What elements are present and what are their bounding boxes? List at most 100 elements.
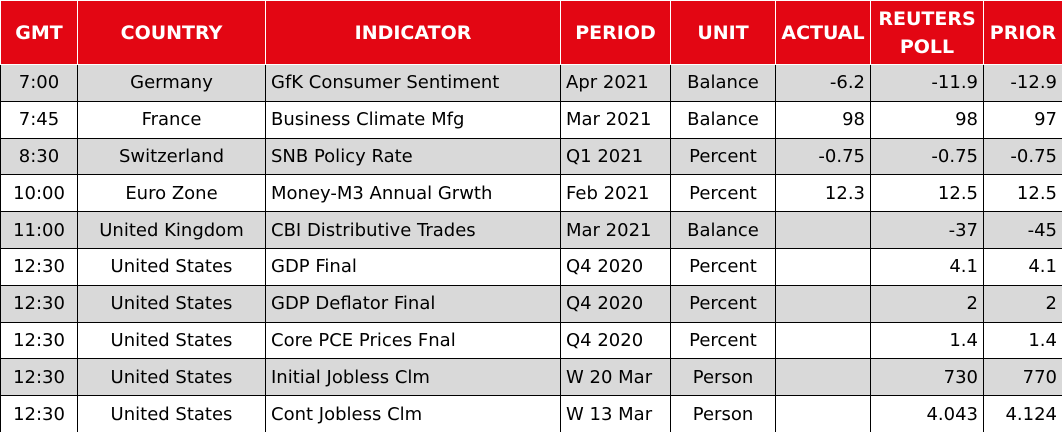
indicator-cell: GDP Deflator Final bbox=[265, 284, 561, 323]
period-cell: W 13 Mar bbox=[560, 395, 671, 432]
prior-cell: 97 bbox=[983, 100, 1062, 139]
column-header: GMT bbox=[0, 0, 78, 65]
unit-cell: Balance bbox=[670, 100, 776, 139]
prior-cell: 12.5 bbox=[983, 174, 1062, 213]
table-row: 7:45 France Business Climate Mfg Mar 2021 Ba… bbox=[0, 100, 1062, 139]
country-cell: Euro Zone bbox=[77, 174, 266, 213]
table-row: 7:00 Germany GfK Consumer Sentiment Apr 202… bbox=[0, 64, 1062, 102]
indicator-cell: Money-M3 Annual Grwth bbox=[265, 174, 561, 213]
prior-cell: 4.124 bbox=[983, 395, 1062, 432]
prior-cell: 770 bbox=[983, 358, 1062, 397]
prior-cell: 4.1 bbox=[983, 247, 1062, 286]
period-cell: W 20 Mar bbox=[560, 358, 671, 397]
prior-cell: 1.4 bbox=[983, 321, 1062, 360]
period-cell: Q4 2020 bbox=[560, 321, 671, 360]
table-row: 10:00 Euro Zone Money-M3 Annual Grwth Feb 2… bbox=[0, 174, 1062, 213]
table-body: 7:00 Germany GfK Consumer Sentiment Apr 202… bbox=[0, 64, 1062, 432]
column-header: REUTERS POLL bbox=[870, 0, 984, 65]
column-header: PRIOR bbox=[983, 0, 1062, 65]
period-cell: Feb 2021 bbox=[560, 174, 671, 213]
actual-cell: 98 bbox=[775, 100, 871, 139]
country-cell: United States bbox=[77, 284, 266, 323]
gmt-cell: 11:00 bbox=[0, 211, 78, 249]
reuters-poll-cell: 1.4 bbox=[870, 321, 984, 360]
period-cell: Mar 2021 bbox=[560, 100, 671, 139]
table-row: 12:30 United States Cont Jobless Clm W 13 M… bbox=[0, 395, 1062, 432]
unit-cell: Percent bbox=[670, 321, 776, 360]
actual-cell bbox=[775, 211, 871, 249]
unit-cell: Percent bbox=[670, 247, 776, 286]
header-row: GMT COUNTRY INDICATOR PERIOD UNIT ACTUAL REUTE… bbox=[0, 0, 1062, 65]
reuters-poll-cell: 2 bbox=[870, 284, 984, 323]
unit-cell: Person bbox=[670, 358, 776, 397]
actual-cell bbox=[775, 284, 871, 323]
reuters-poll-cell: 12.5 bbox=[870, 174, 984, 213]
gmt-cell: 10:00 bbox=[0, 174, 78, 213]
reuters-poll-cell: -11.9 bbox=[870, 64, 984, 102]
reuters-poll-cell: 4.043 bbox=[870, 395, 984, 432]
country-cell: Switzerland bbox=[77, 137, 266, 176]
indicator-cell: GDP Final bbox=[265, 247, 561, 286]
gmt-cell: 12:30 bbox=[0, 395, 78, 432]
unit-cell: Percent bbox=[670, 137, 776, 176]
reuters-poll-cell: 98 bbox=[870, 100, 984, 139]
gmt-cell: 12:30 bbox=[0, 247, 78, 286]
table-row: 12:30 United States GDP Deflator Final Q4 2… bbox=[0, 284, 1062, 323]
prior-cell: -12.9 bbox=[983, 64, 1062, 102]
table-row: 12:30 United States Core PCE Prices Fnal Q4… bbox=[0, 321, 1062, 360]
country-cell: United States bbox=[77, 395, 266, 432]
unit-cell: Percent bbox=[670, 174, 776, 213]
actual-cell bbox=[775, 395, 871, 432]
country-cell: United States bbox=[77, 358, 266, 397]
reuters-poll-cell: -37 bbox=[870, 211, 984, 249]
table-row: 8:30 Switzerland SNB Policy Rate Q1 2021 Per… bbox=[0, 137, 1062, 176]
gmt-cell: 12:30 bbox=[0, 284, 78, 323]
country-cell: United States bbox=[77, 321, 266, 360]
prior-cell: -0.75 bbox=[983, 137, 1062, 176]
reuters-poll-cell: -0.75 bbox=[870, 137, 984, 176]
indicator-cell: Initial Jobless Clm bbox=[265, 358, 561, 397]
gmt-cell: 8:30 bbox=[0, 137, 78, 176]
actual-cell: -0.75 bbox=[775, 137, 871, 176]
column-header: COUNTRY bbox=[77, 0, 266, 65]
prior-cell: -45 bbox=[983, 211, 1062, 249]
actual-cell: 12.3 bbox=[775, 174, 871, 213]
indicator-cell: CBI Distributive Trades bbox=[265, 211, 561, 249]
column-header: PERIOD bbox=[560, 0, 671, 65]
table-row: 11:00 United Kingdom CBI Distributive Trad… bbox=[0, 211, 1062, 249]
gmt-cell: 12:30 bbox=[0, 358, 78, 397]
table-row: 12:30 United States GDP Final Q4 2020 Percen… bbox=[0, 247, 1062, 286]
reuters-poll-cell: 730 bbox=[870, 358, 984, 397]
indicator-cell: GfK Consumer Sentiment bbox=[265, 64, 561, 102]
period-cell: Q4 2020 bbox=[560, 247, 671, 286]
period-cell: Q1 2021 bbox=[560, 137, 671, 176]
period-cell: Mar 2021 bbox=[560, 211, 671, 249]
indicator-cell: Cont Jobless Clm bbox=[265, 395, 561, 432]
country-cell: United Kingdom bbox=[77, 211, 266, 249]
prior-cell: 2 bbox=[983, 284, 1062, 323]
column-header: ACTUAL bbox=[775, 0, 871, 65]
actual-cell bbox=[775, 358, 871, 397]
unit-cell: Person bbox=[670, 395, 776, 432]
period-cell: Q4 2020 bbox=[560, 284, 671, 323]
reuters-poll-cell: 4.1 bbox=[870, 247, 984, 286]
unit-cell: Balance bbox=[670, 211, 776, 249]
indicator-cell: Business Climate Mfg bbox=[265, 100, 561, 139]
actual-cell bbox=[775, 247, 871, 286]
unit-cell: Balance bbox=[670, 64, 776, 102]
actual-cell: -6.2 bbox=[775, 64, 871, 102]
indicator-cell: SNB Policy Rate bbox=[265, 137, 561, 176]
period-cell: Apr 2021 bbox=[560, 64, 671, 102]
gmt-cell: 7:00 bbox=[0, 64, 78, 102]
actual-cell bbox=[775, 321, 871, 360]
column-header: UNIT bbox=[670, 0, 776, 65]
country-cell: Germany bbox=[77, 64, 266, 102]
indicator-cell: Core PCE Prices Fnal bbox=[265, 321, 561, 360]
gmt-cell: 7:45 bbox=[0, 100, 78, 139]
country-cell: United States bbox=[77, 247, 266, 286]
table-row: 12:30 United States Initial Jobless Clm W 2… bbox=[0, 358, 1062, 397]
country-cell: France bbox=[77, 100, 266, 139]
column-header: INDICATOR bbox=[265, 0, 561, 65]
